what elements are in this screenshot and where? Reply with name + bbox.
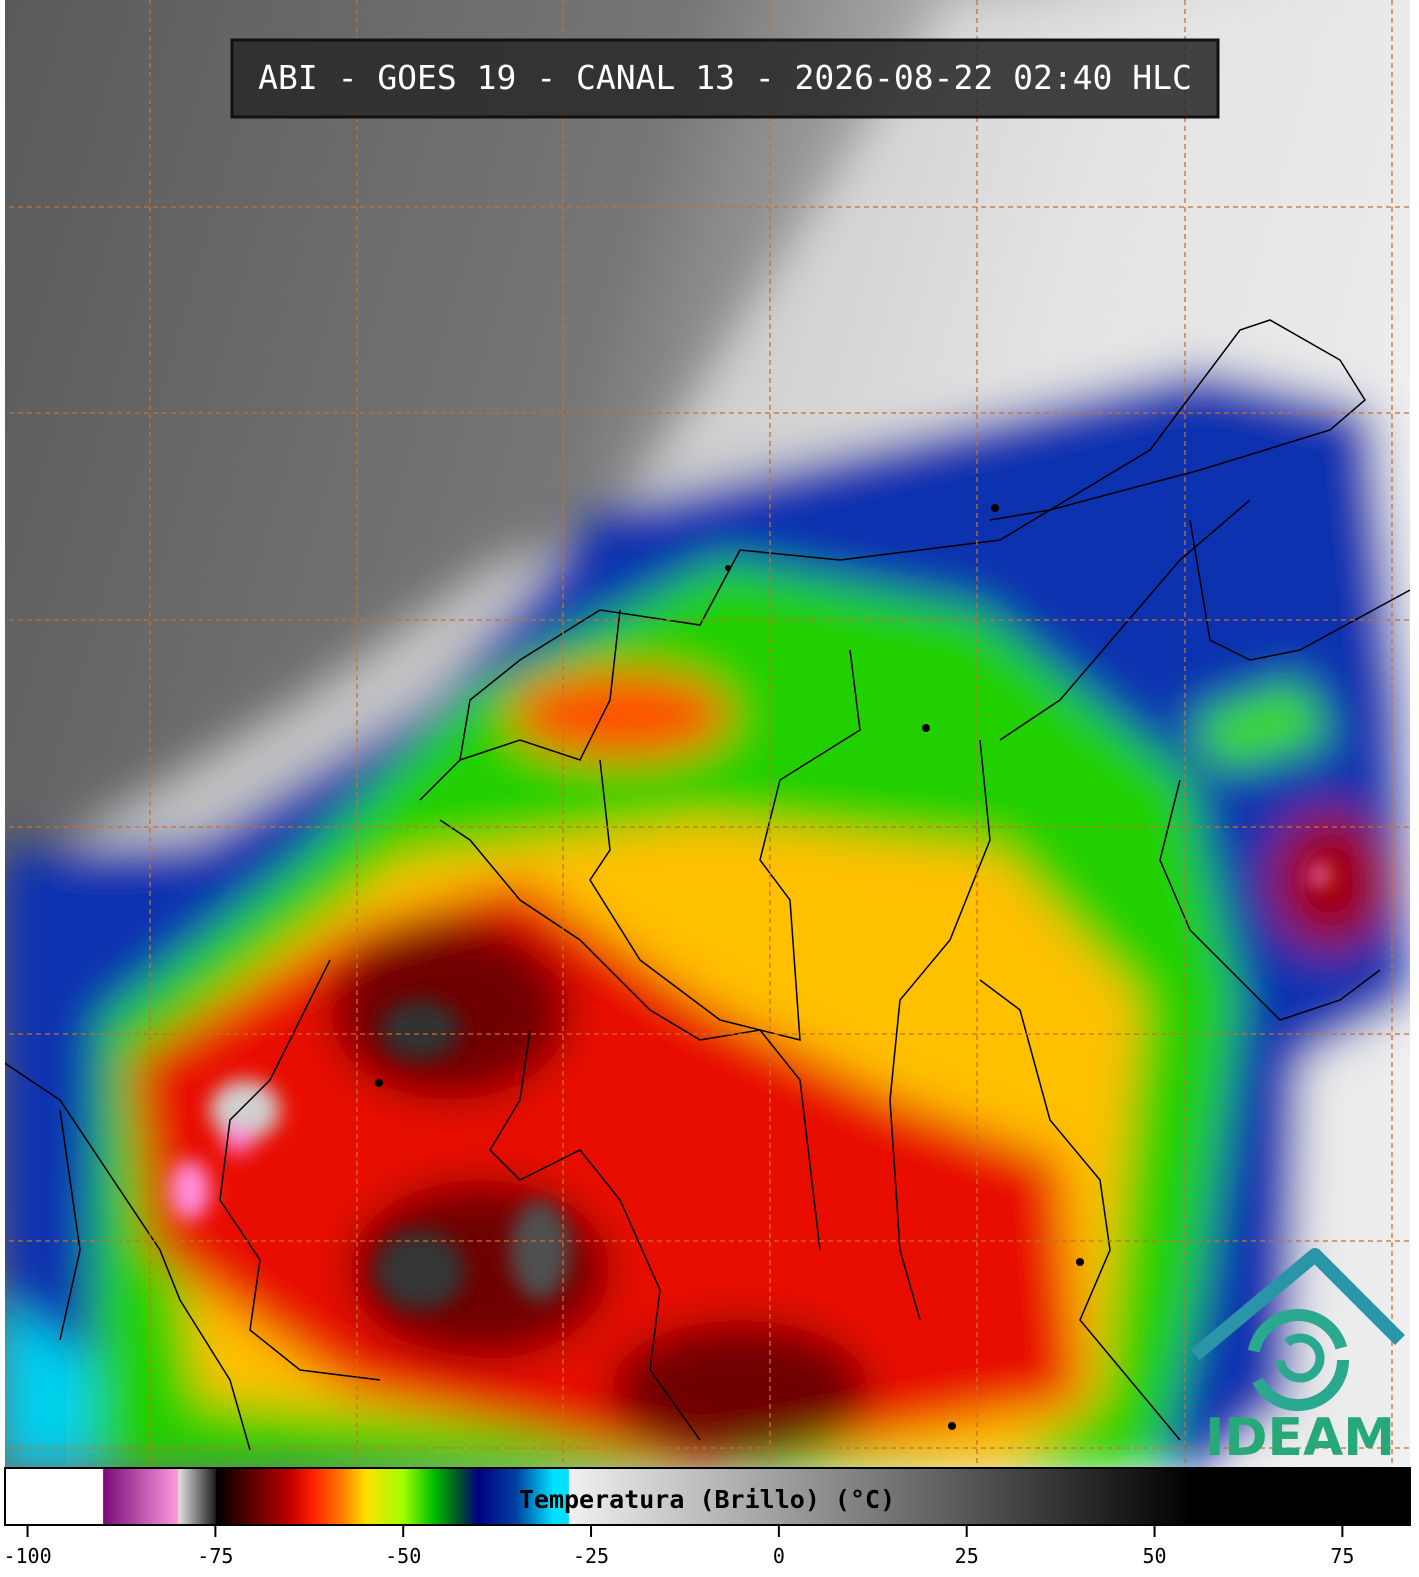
- title: ABI - GOES 19 - CANAL 13 - 2026-08-22 02…: [258, 58, 1192, 97]
- cities: [375, 504, 1084, 1430]
- colorbar: Temperatura (Brillo) (°C) -100 -75 -50 -25 0…: [3, 1467, 1411, 1568]
- colorbar-tick-label: 0: [773, 1544, 785, 1568]
- colorbar-tick-label: -50: [385, 1544, 421, 1568]
- colorbar-tick-label: 50: [1142, 1544, 1166, 1568]
- colorbar-tick-label: -75: [197, 1544, 233, 1568]
- title-box: [230, 38, 1220, 119]
- colorbar-label: Temperatura (Brillo) (°C): [519, 1485, 895, 1514]
- cold-tops: [170, 865, 1330, 1310]
- colorbar-tick-label: 25: [955, 1544, 979, 1568]
- colorbar-tick-label: 75: [1330, 1544, 1354, 1568]
- colorbar-tick-label: -100: [3, 1544, 51, 1568]
- logo-text: IDEAM: [1205, 1408, 1395, 1468]
- logo: IDEAM: [1190, 1248, 1405, 1468]
- borders: [5, 319, 1410, 1451]
- map: IDEAM: [5, 0, 1410, 1468]
- cloud-field: [5, 0, 1410, 1468]
- colorbar-bar: [4, 1467, 1411, 1526]
- graticule: [5, 0, 1410, 1468]
- colorbar-tick-label: -25: [573, 1544, 609, 1568]
